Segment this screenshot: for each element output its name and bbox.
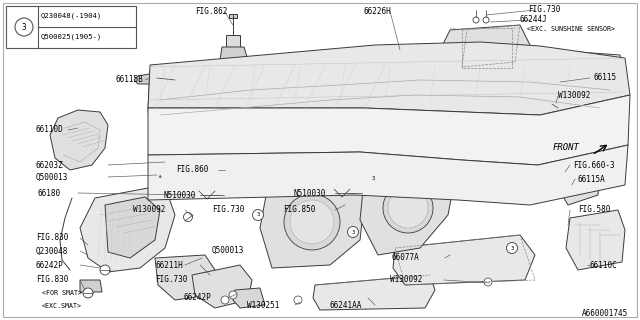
Text: Q500013: Q500013 [36,172,68,181]
Polygon shape [229,14,237,18]
Text: W130092: W130092 [133,205,165,214]
Text: W130092: W130092 [390,276,422,284]
Bar [462,28,512,68]
Bar [6,6,136,48]
Circle shape [15,18,33,36]
Text: Q500025(1905-): Q500025(1905-) [41,34,102,40]
Text: 66211H: 66211H [155,260,183,269]
Polygon shape [50,110,108,170]
Polygon shape [558,158,600,205]
Circle shape [570,178,580,188]
Text: 66077A: 66077A [392,253,420,262]
Text: 66203Z: 66203Z [36,161,64,170]
Polygon shape [233,288,265,308]
Circle shape [388,188,428,228]
Text: 3: 3 [22,22,26,31]
Polygon shape [313,275,435,310]
Text: FIG.830: FIG.830 [36,276,68,284]
Polygon shape [208,160,248,188]
Polygon shape [148,145,628,205]
Polygon shape [226,35,240,47]
Text: <EXC.SMAT>: <EXC.SMAT> [42,303,82,309]
Circle shape [383,183,433,233]
Circle shape [484,278,492,286]
Polygon shape [148,42,630,115]
Text: N510030: N510030 [163,190,195,199]
Text: FIG.660-3: FIG.660-3 [573,161,614,170]
Circle shape [156,173,164,181]
Text: ⊕: ⊕ [159,175,161,179]
Text: 3: 3 [257,212,260,218]
Polygon shape [80,280,102,292]
Polygon shape [192,265,252,308]
Circle shape [483,17,489,23]
Text: FIG.580: FIG.580 [578,205,611,214]
Circle shape [221,296,229,304]
Text: W130251: W130251 [247,300,280,309]
Polygon shape [134,72,165,84]
Text: 3: 3 [371,175,374,180]
Polygon shape [360,162,455,255]
Polygon shape [163,155,185,175]
Text: 3: 3 [510,245,514,251]
Circle shape [83,288,93,298]
Text: FIG.730: FIG.730 [212,205,244,214]
Text: 66180: 66180 [38,188,61,197]
Circle shape [294,296,302,304]
Polygon shape [393,235,535,285]
Text: <FOR SMAT>: <FOR SMAT> [42,290,82,296]
Text: FIG.862: FIG.862 [195,7,227,17]
Polygon shape [148,95,630,165]
Circle shape [229,291,237,299]
Text: Q230048: Q230048 [36,246,68,255]
Polygon shape [260,175,365,268]
Text: FRONT: FRONT [553,143,580,153]
Text: 66244J: 66244J [519,14,547,23]
Text: FIG.730: FIG.730 [528,4,561,13]
Text: FIG.850: FIG.850 [283,205,316,214]
Circle shape [100,265,110,275]
Polygon shape [80,188,175,272]
Polygon shape [566,210,625,270]
Text: W130092: W130092 [558,92,590,100]
Text: N510030: N510030 [293,188,325,197]
Text: FIG.830: FIG.830 [36,234,68,243]
Circle shape [551,96,559,104]
Text: A660001745: A660001745 [582,308,628,317]
Text: 66242P: 66242P [36,260,64,269]
Circle shape [290,200,334,244]
Polygon shape [440,25,530,70]
Circle shape [284,194,340,250]
Text: 66241AA: 66241AA [330,300,362,309]
Polygon shape [220,47,248,60]
Text: 66110C: 66110C [590,260,618,269]
Text: FIG.730: FIG.730 [155,276,188,284]
Polygon shape [148,50,625,185]
Polygon shape [155,255,215,300]
Text: 66242P: 66242P [183,293,211,302]
Circle shape [473,17,479,23]
Circle shape [506,243,518,253]
Circle shape [253,210,264,220]
Text: Q500013: Q500013 [212,245,244,254]
Text: <EXC. SUNSHINE SENSOR>: <EXC. SUNSHINE SENSOR> [527,26,615,32]
Polygon shape [105,197,160,258]
Text: 66115B: 66115B [115,76,143,84]
Text: 66115: 66115 [593,74,616,83]
Text: 3: 3 [351,229,355,235]
Text: 66115A: 66115A [578,174,605,183]
Circle shape [184,212,193,221]
Text: Q230048(-1904): Q230048(-1904) [41,13,102,19]
Circle shape [367,172,378,183]
Text: FIG.860: FIG.860 [176,165,209,174]
Circle shape [348,227,358,237]
Text: 66110D: 66110D [35,125,63,134]
Text: 66226H: 66226H [363,6,391,15]
